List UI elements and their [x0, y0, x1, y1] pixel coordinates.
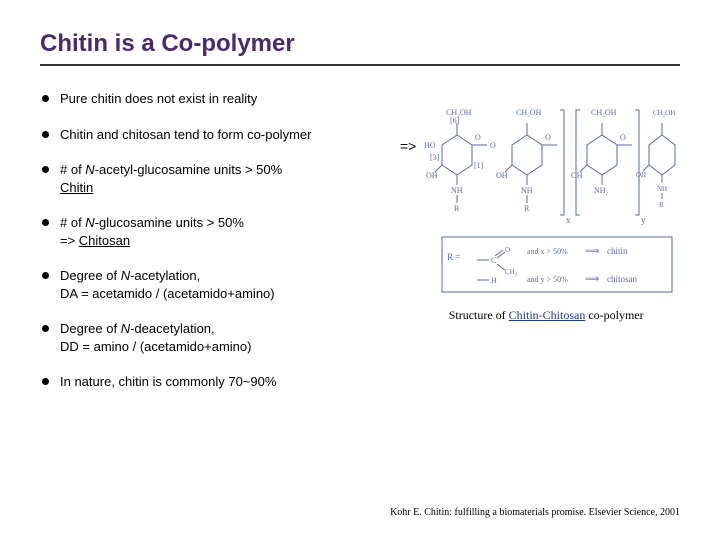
svg-text:and x > 50%: and x > 50%: [527, 247, 568, 256]
svg-text:OH: OH: [496, 171, 508, 180]
b6-ital: N: [121, 321, 130, 336]
svg-text:R: R: [659, 201, 664, 209]
caption-pre: Structure of: [449, 308, 509, 322]
svg-text:O: O: [545, 133, 551, 142]
bullet-6: Degree of N-deacetylation, DD = amino / …: [40, 320, 400, 355]
b5-mid: -acetylation,: [130, 268, 200, 283]
figure-column: => [6] CH₂OH O HO [3] [1: [410, 90, 682, 409]
svg-text:O: O: [505, 246, 510, 254]
svg-text:CH₂OH: CH₂OH: [516, 108, 542, 117]
svg-text:C: C: [491, 256, 496, 265]
svg-text:O: O: [490, 141, 496, 150]
content-row: Pure chitin does not exist in reality Ch…: [40, 90, 680, 409]
b3-prefix: # of: [60, 162, 85, 177]
caption-post: co-polymer: [585, 308, 643, 322]
caption-link: Chitin-Chitosan: [509, 308, 586, 322]
bullet-5: Degree of N-acetylation, DA = acetamido …: [40, 267, 400, 302]
svg-text:O: O: [620, 133, 626, 142]
b4-arrow: =>: [60, 233, 79, 248]
b6-mid: -deacetylation,: [130, 321, 215, 336]
b4-prefix: # of: [60, 215, 85, 230]
bullet-7: In nature, chitin is commonly 70~90%: [40, 373, 400, 391]
svg-text:⟹: ⟹: [585, 246, 599, 257]
bullet-2: Chitin and chitosan tend to form co-poly…: [40, 126, 400, 144]
b5-ital: N: [121, 268, 130, 283]
svg-text:CH₃: CH₃: [505, 268, 518, 276]
svg-text:OH: OH: [571, 171, 583, 180]
b3-mid: -acetyl-glucosamine units > 50%: [95, 162, 283, 177]
svg-text:H: H: [491, 276, 497, 285]
bullet-3: # of N-acetyl-glucosamine units > 50% Ch…: [40, 161, 400, 196]
svg-text:R: R: [454, 204, 460, 213]
svg-text:NH₂: NH₂: [594, 186, 609, 195]
svg-text:chitosan: chitosan: [607, 274, 637, 284]
arrow-main: =>: [400, 138, 416, 154]
bullet-2-text: Chitin and chitosan tend to form co-poly…: [60, 127, 311, 142]
svg-text:HO: HO: [424, 141, 436, 150]
svg-text:O: O: [475, 133, 481, 142]
b4-ital: N: [85, 215, 94, 230]
svg-text:NH: NH: [451, 186, 463, 195]
svg-text:x: x: [566, 215, 571, 225]
svg-text:CH₂OH: CH₂OH: [446, 108, 472, 117]
bullet-7-text: In nature, chitin is commonly 70~90%: [60, 374, 276, 389]
bullet-1: Pure chitin does not exist in reality: [40, 90, 400, 108]
svg-text:CH₂OH: CH₂OH: [591, 108, 617, 117]
svg-text:OH: OH: [426, 171, 438, 180]
b5-prefix: Degree of: [60, 268, 121, 283]
chemical-structure-svg: [6] CH₂OH O HO [3] [1] OH NH: [422, 100, 682, 300]
svg-text:OH: OH: [636, 171, 646, 179]
svg-text:CH₂OH: CH₂OH: [653, 109, 675, 117]
bullet-list: Pure chitin does not exist in reality Ch…: [40, 90, 400, 409]
svg-text:R =: R =: [447, 252, 460, 262]
svg-text:and y > 50%: and y > 50%: [527, 275, 568, 284]
svg-text:chitin: chitin: [607, 246, 628, 256]
svg-text:NH: NH: [521, 186, 533, 195]
svg-text:NH: NH: [657, 185, 667, 193]
bullet-1-text: Pure chitin does not exist in reality: [60, 91, 257, 106]
b4-mid: -glucosamine units > 50%: [95, 215, 244, 230]
figure-caption: Structure of Chitin-Chitosan co-polymer: [449, 308, 644, 323]
b3-ital: N: [85, 162, 94, 177]
citation: Kohr E. Chitin: fulfilling a biomaterial…: [390, 507, 680, 518]
b6-line2: DD = amino / (acetamido+amino): [60, 339, 251, 354]
svg-text:y: y: [641, 215, 646, 225]
b5-line2: DA = acetamido / (acetamido+amino): [60, 286, 275, 301]
svg-text:[3]: [3]: [430, 153, 440, 162]
b6-prefix: Degree of: [60, 321, 121, 336]
figure-wrap: => [6] CH₂OH O HO [3] [1: [410, 100, 682, 300]
b4-res: Chitosan: [79, 233, 130, 248]
svg-text:[1]: [1]: [474, 161, 484, 170]
slide: Chitin is a Co-polymer Pure chitin does …: [0, 0, 720, 540]
bullet-4: # of N-glucosamine units > 50% => Chitos…: [40, 214, 400, 249]
svg-text:R: R: [524, 204, 530, 213]
svg-text:⟹: ⟹: [585, 274, 599, 285]
slide-title: Chitin is a Co-polymer: [40, 30, 680, 66]
svg-text:[6]: [6]: [450, 116, 460, 125]
b3-res: Chitin: [60, 180, 93, 195]
